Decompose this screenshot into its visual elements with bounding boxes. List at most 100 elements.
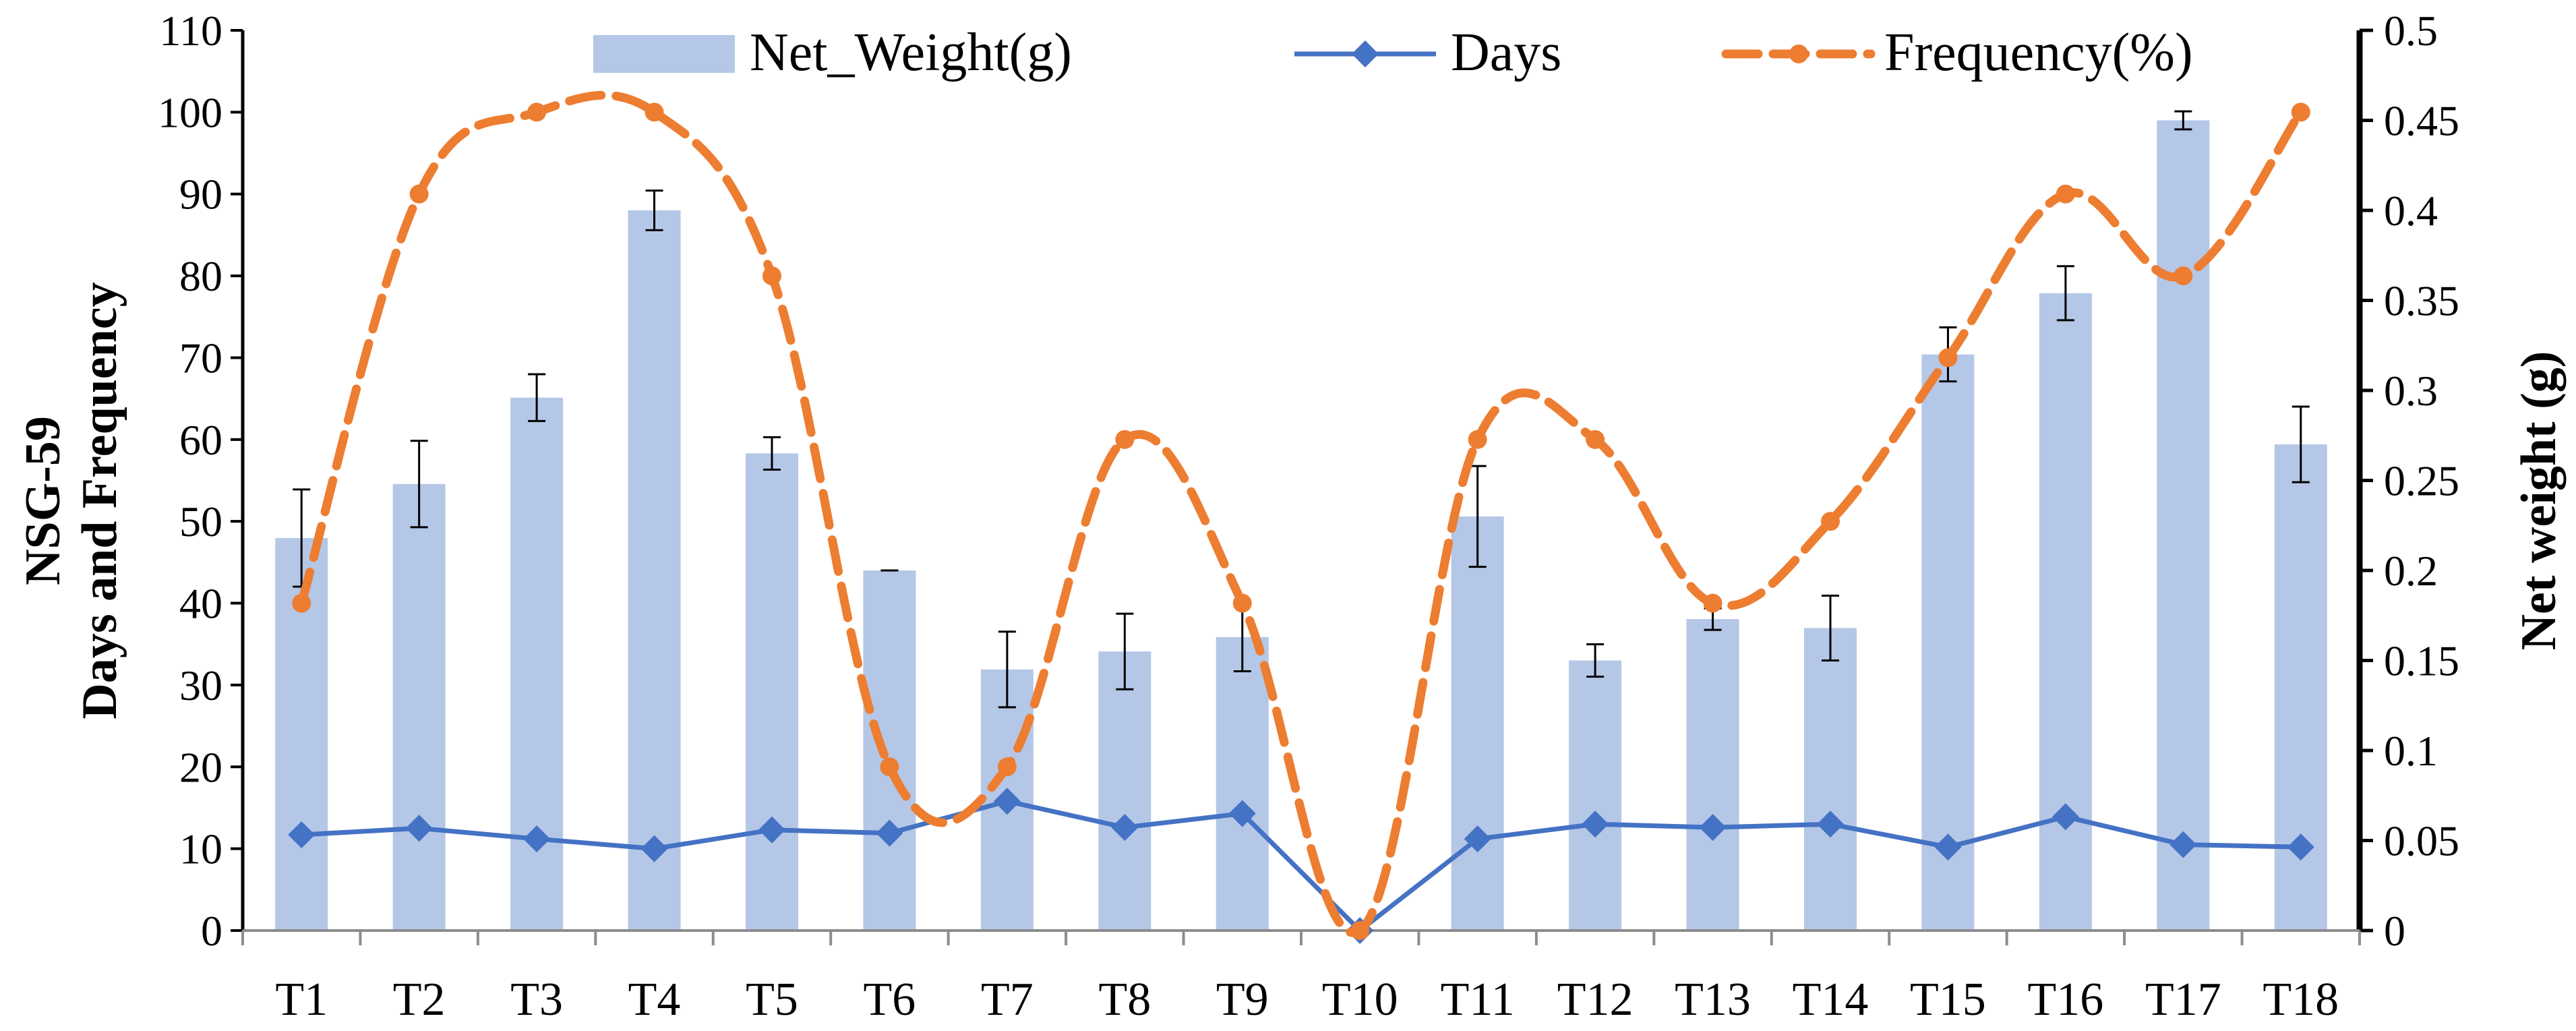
y-tick-label-left: 10 — [179, 825, 222, 873]
frequency-marker-T14 — [1821, 512, 1840, 531]
labels-layer: 0 10 20 30 40 50 60 70 80 90 100 110 0 0.05 0.1 0.15 0.2… — [16, 7, 2567, 1026]
x-tick-label-T16: T16 — [2028, 974, 2104, 1026]
days-marker-T4 — [640, 835, 668, 862]
days-marker-T2 — [405, 815, 433, 842]
days-marker-T17 — [2169, 831, 2197, 858]
y-tick-label-right: 0.05 — [2384, 817, 2459, 865]
bar-T5 — [746, 453, 798, 931]
days-marker-T7 — [993, 788, 1021, 815]
y-tick-label-left: 50 — [179, 498, 222, 546]
bar-T8 — [1098, 651, 1151, 931]
days-marker-T5 — [758, 816, 785, 844]
legend-swatch-days-marker — [1352, 40, 1379, 67]
days-marker-T1 — [288, 821, 316, 849]
frequency-marker-T9 — [1232, 593, 1252, 613]
frequency-marker-T11 — [1468, 430, 1487, 449]
error-bars-layer — [293, 110, 2310, 709]
x-tick-label-T18: T18 — [2263, 974, 2339, 1026]
frequency-marker-T5 — [762, 266, 781, 286]
legend-swatch-frequency-marker — [1789, 45, 1808, 63]
legend-label-frequency: Frequency(%) — [1884, 23, 2193, 82]
y-tick-label-right: 0.35 — [2384, 277, 2459, 325]
bar-T13 — [1686, 619, 1739, 931]
legend-swatch-net-weight — [593, 35, 735, 73]
bar-T4 — [628, 210, 681, 931]
x-tick-label-T13: T13 — [1675, 974, 1751, 1026]
days-marker-T8 — [1111, 814, 1139, 842]
legend: Net_Weight(g) Days Frequency(%) — [593, 23, 2193, 82]
y-axis-title-left-1: NSG-59 — [16, 416, 71, 585]
axes-layer — [231, 28, 2373, 945]
y-tick-label-left: 110 — [159, 7, 222, 55]
x-tick-label-T2: T2 — [393, 974, 446, 1026]
x-tick-label-T17: T17 — [2145, 974, 2221, 1026]
frequency-marker-T3 — [527, 102, 547, 122]
frequency-marker-T1 — [292, 593, 311, 613]
y-axis-title-right: Net weight (g) — [2511, 351, 2567, 651]
x-tick-label-T11: T11 — [1441, 974, 1515, 1026]
y-tick-label-right: 0 — [2384, 907, 2405, 955]
x-tick-label-T1: T1 — [275, 974, 328, 1026]
days-marker-T16 — [2051, 803, 2079, 831]
y-tick-label-left: 0 — [201, 907, 222, 955]
days-marker-T6 — [876, 819, 903, 847]
bar-T6 — [863, 570, 916, 931]
bar-T9 — [1216, 637, 1269, 931]
legend-label-net-weight: Net_Weight(g) — [750, 23, 1072, 82]
frequency-marker-T18 — [2291, 102, 2310, 122]
y-tick-label-left: 60 — [179, 416, 222, 464]
y-tick-label-right: 0.5 — [2384, 7, 2438, 55]
frequency-marker-T10 — [1350, 921, 1370, 940]
y-tick-label-right: 0.3 — [2384, 367, 2438, 415]
x-tick-label-T5: T5 — [746, 974, 798, 1026]
days-marker-T3 — [523, 825, 551, 853]
frequency-marker-T7 — [997, 757, 1017, 777]
x-tick-label-T4: T4 — [628, 974, 681, 1026]
y-tick-label-left: 20 — [179, 743, 222, 791]
frequency-marker-T4 — [645, 102, 664, 122]
days-line — [301, 798, 2301, 933]
frequency-marker-T2 — [409, 184, 429, 204]
frequency-marker-T16 — [2056, 184, 2075, 204]
x-tick-label-T8: T8 — [1098, 974, 1151, 1026]
bars-layer — [275, 120, 2327, 931]
bar-T2 — [392, 483, 446, 931]
days-marker-T18 — [2287, 833, 2314, 861]
frequency-marker-T6 — [880, 757, 899, 777]
y-tick-label-right: 0.45 — [2384, 97, 2459, 145]
x-tick-label-T9: T9 — [1216, 974, 1269, 1026]
y-tick-label-left: 80 — [179, 252, 222, 300]
days-marker-T14 — [1817, 811, 1844, 838]
days-marker-T12 — [1582, 811, 1609, 838]
x-tick-label-T15: T15 — [1910, 974, 1986, 1026]
x-tick-label-T14: T14 — [1793, 974, 1869, 1026]
x-tick-label-T7: T7 — [981, 974, 1034, 1026]
y-tick-label-left: 90 — [179, 171, 222, 218]
lines-layer — [288, 90, 2314, 944]
bar-T14 — [1804, 628, 1857, 931]
legend-label-days: Days — [1451, 23, 1561, 82]
frequency-marker-T13 — [1703, 593, 1723, 613]
days-marker-T11 — [1464, 825, 1491, 853]
x-tick-label-T3: T3 — [510, 974, 563, 1026]
bar-T17 — [2157, 120, 2210, 931]
days-marker-T9 — [1228, 800, 1256, 827]
y-tick-label-right: 0.4 — [2384, 187, 2438, 235]
frequency-line — [297, 90, 2306, 937]
bar-T16 — [2039, 293, 2092, 931]
y-tick-label-left: 40 — [179, 580, 222, 628]
days-marker-T13 — [1699, 814, 1727, 842]
x-tick-label-T10: T10 — [1322, 974, 1398, 1026]
x-tick-label-T6: T6 — [864, 974, 916, 1026]
frequency-marker-T15 — [1938, 348, 1958, 367]
frequency-marker-T12 — [1586, 430, 1605, 449]
frequency-marker-T8 — [1115, 430, 1135, 449]
y-tick-label-right: 0.15 — [2384, 637, 2459, 685]
x-tick-label-T12: T12 — [1557, 974, 1634, 1026]
bar-T12 — [1569, 660, 1622, 931]
bar-T11 — [1451, 516, 1504, 931]
y-tick-label-right: 0.1 — [2384, 727, 2438, 775]
y-tick-label-right: 0.2 — [2384, 547, 2438, 595]
